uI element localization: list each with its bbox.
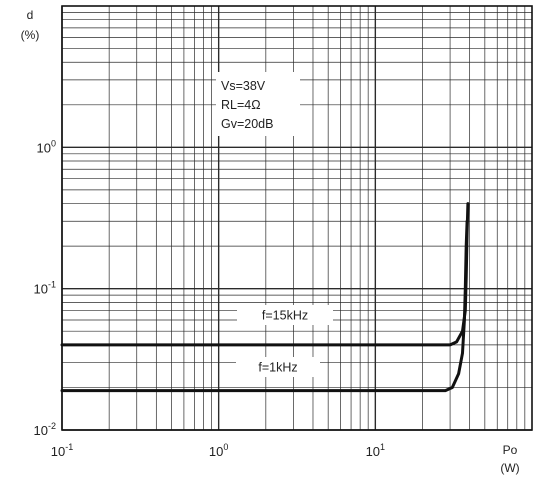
series-label-0-background <box>237 305 333 325</box>
x-tick-label: 100 <box>209 442 228 459</box>
x-axis-unit: (W) <box>500 461 519 475</box>
y-tick-label: 10-1 <box>34 280 56 297</box>
condition-text: Gv=20dB <box>221 117 273 131</box>
x-axis-label: Po <box>503 443 518 457</box>
labels: 10-1 100 101 10-2 10-1 100 d (%) Po (W) <box>21 8 520 475</box>
series-line-1 <box>60 219 469 393</box>
y-axis-unit: (%) <box>21 28 40 42</box>
series <box>60 202 470 393</box>
y-tick-label: 100 <box>37 138 56 155</box>
annotations: f=15kHz f=1kHz Vs=38V RL=4Ω Gv=20dB <box>216 72 333 377</box>
series-label-0: f=15kHz <box>262 309 308 323</box>
x-tick-label: 101 <box>366 442 385 459</box>
conditions-background <box>216 72 300 136</box>
x-tick-label: 10-1 <box>51 442 73 459</box>
series-label-1-background <box>236 357 320 377</box>
y-axis-label: d <box>27 8 34 22</box>
series-label-1: f=1kHz <box>258 361 297 375</box>
y-tick-label: 10-2 <box>34 421 56 438</box>
plot-frame <box>61 5 533 431</box>
condition-text: RL=4Ω <box>221 98 261 112</box>
condition-text: Vs=38V <box>221 79 266 93</box>
